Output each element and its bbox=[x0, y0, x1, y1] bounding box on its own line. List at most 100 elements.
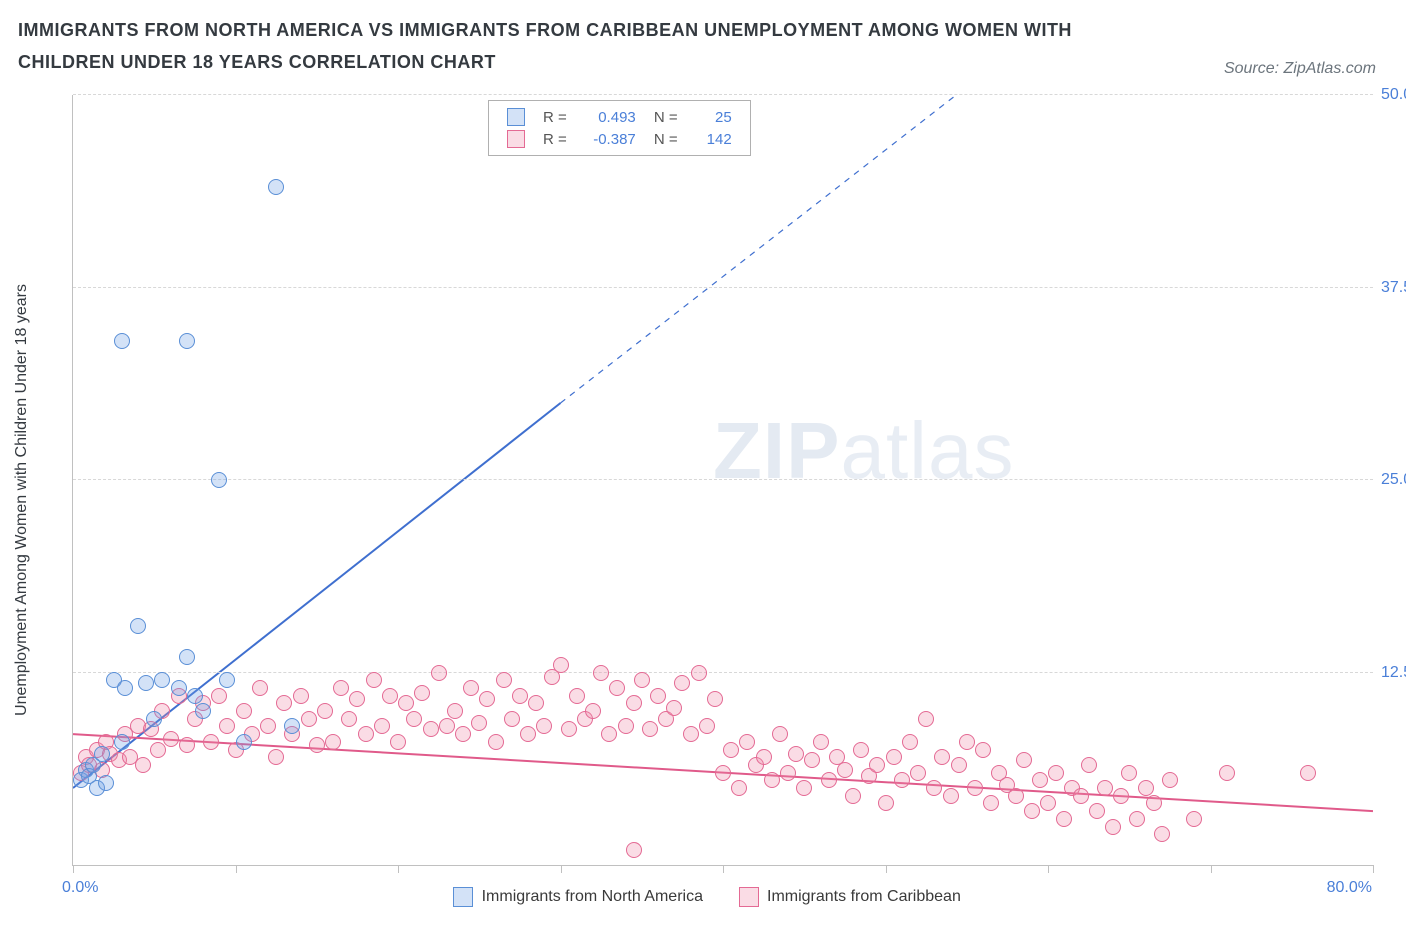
data-point bbox=[926, 780, 942, 796]
data-point bbox=[219, 672, 235, 688]
data-point bbox=[512, 688, 528, 704]
data-point bbox=[626, 695, 642, 711]
legend-label-caribbean: Immigrants from Caribbean bbox=[767, 888, 961, 905]
data-point bbox=[431, 665, 447, 681]
data-point bbox=[853, 742, 869, 758]
data-point bbox=[135, 757, 151, 773]
data-point bbox=[414, 685, 430, 701]
data-point bbox=[488, 734, 504, 750]
data-point bbox=[163, 731, 179, 747]
data-point bbox=[1056, 811, 1072, 827]
data-point bbox=[252, 680, 268, 696]
x-tick bbox=[886, 865, 887, 873]
data-point bbox=[642, 721, 658, 737]
y-axis-label: Unemployment Among Women with Children U… bbox=[13, 284, 31, 716]
data-point bbox=[236, 734, 252, 750]
data-point bbox=[878, 795, 894, 811]
data-point bbox=[138, 675, 154, 691]
data-point bbox=[983, 795, 999, 811]
x-tick bbox=[73, 865, 74, 873]
data-point bbox=[98, 775, 114, 791]
data-point bbox=[455, 726, 471, 742]
data-point bbox=[666, 700, 682, 716]
data-point bbox=[618, 718, 634, 734]
data-point bbox=[561, 721, 577, 737]
data-point bbox=[788, 746, 804, 762]
data-point bbox=[520, 726, 536, 742]
y-tick-label: 50.0% bbox=[1381, 86, 1406, 104]
data-point bbox=[1162, 772, 1178, 788]
watermark: ZIPatlas bbox=[713, 405, 1014, 497]
data-point bbox=[276, 695, 292, 711]
data-point bbox=[1105, 819, 1121, 835]
data-point bbox=[341, 711, 357, 727]
data-point bbox=[439, 718, 455, 734]
x-tick bbox=[1373, 865, 1374, 873]
x-tick bbox=[398, 865, 399, 873]
data-point bbox=[268, 749, 284, 765]
data-point bbox=[203, 734, 219, 750]
x-tick-label: 0.0% bbox=[62, 879, 98, 897]
data-point bbox=[1032, 772, 1048, 788]
data-point bbox=[94, 746, 110, 762]
data-point bbox=[1146, 795, 1162, 811]
data-point bbox=[366, 672, 382, 688]
y-tick-label: 12.5% bbox=[1381, 664, 1406, 682]
data-point bbox=[179, 737, 195, 753]
data-point bbox=[114, 333, 130, 349]
legend-swatch-north-america bbox=[453, 887, 473, 907]
data-point bbox=[333, 680, 349, 696]
data-point bbox=[1008, 788, 1024, 804]
x-tick-label: 80.0% bbox=[1327, 879, 1372, 897]
data-point bbox=[187, 688, 203, 704]
gridline bbox=[73, 479, 1373, 480]
data-point bbox=[626, 842, 642, 858]
data-point bbox=[1016, 752, 1032, 768]
data-point bbox=[1121, 765, 1137, 781]
data-point bbox=[1219, 765, 1235, 781]
data-point bbox=[1186, 811, 1202, 827]
data-point bbox=[1073, 788, 1089, 804]
data-point bbox=[171, 680, 187, 696]
data-point bbox=[804, 752, 820, 768]
data-point bbox=[772, 726, 788, 742]
data-point bbox=[146, 711, 162, 727]
data-point bbox=[374, 718, 390, 734]
data-point bbox=[496, 672, 512, 688]
data-point bbox=[325, 734, 341, 750]
data-point bbox=[301, 711, 317, 727]
data-point bbox=[894, 772, 910, 788]
data-point bbox=[837, 762, 853, 778]
data-point bbox=[601, 726, 617, 742]
data-point bbox=[130, 618, 146, 634]
data-point bbox=[634, 672, 650, 688]
series-legend: Immigrants from North America Immigrants… bbox=[32, 887, 1382, 907]
gridline bbox=[73, 287, 1373, 288]
data-point bbox=[528, 695, 544, 711]
data-point bbox=[553, 657, 569, 673]
data-point bbox=[398, 695, 414, 711]
data-point bbox=[910, 765, 926, 781]
data-point bbox=[650, 688, 666, 704]
data-point bbox=[114, 734, 130, 750]
data-point bbox=[195, 703, 211, 719]
data-point bbox=[211, 688, 227, 704]
data-point bbox=[1129, 811, 1145, 827]
data-point bbox=[382, 688, 398, 704]
data-point bbox=[219, 718, 235, 734]
data-point bbox=[479, 691, 495, 707]
data-point bbox=[593, 665, 609, 681]
data-point bbox=[683, 726, 699, 742]
y-tick-label: 25.0% bbox=[1381, 471, 1406, 489]
data-point bbox=[674, 675, 690, 691]
data-point bbox=[463, 680, 479, 696]
data-point bbox=[1040, 795, 1056, 811]
data-point bbox=[1081, 757, 1097, 773]
source-attribution: Source: ZipAtlas.com bbox=[1224, 60, 1376, 78]
data-point bbox=[423, 721, 439, 737]
data-point bbox=[951, 757, 967, 773]
data-point bbox=[1113, 788, 1129, 804]
data-point bbox=[1097, 780, 1113, 796]
legend-label-north-america: Immigrants from North America bbox=[482, 888, 703, 905]
legend-swatch-caribbean bbox=[739, 887, 759, 907]
